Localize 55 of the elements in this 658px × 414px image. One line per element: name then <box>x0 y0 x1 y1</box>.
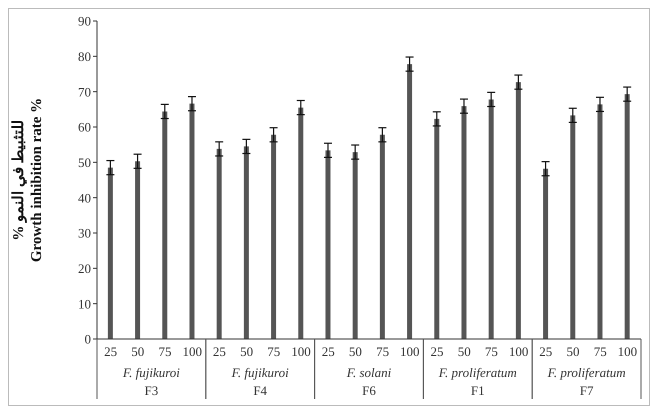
x-tick-label: 25 <box>539 344 552 360</box>
bar <box>624 94 630 339</box>
y-tick-label: 20 <box>78 260 91 276</box>
x-tick-label: 50 <box>458 344 471 360</box>
text: F. fujikuroi F4 <box>230 365 290 398</box>
y-tick-label: 60 <box>78 120 91 135</box>
bar <box>162 111 168 339</box>
y-tick-label: 30 <box>78 226 91 241</box>
text: F. solani F6 <box>346 365 392 398</box>
bar <box>434 118 440 339</box>
bar <box>216 148 222 339</box>
bar <box>488 99 494 339</box>
x-tick-label: 75 <box>484 344 498 360</box>
x-tick-label: 50 <box>566 344 580 360</box>
bar <box>570 115 576 339</box>
x-tick-label: 100 <box>182 344 202 360</box>
x-tick-label: 100 <box>400 344 420 360</box>
bar <box>325 150 330 339</box>
x-tick-label: 25 <box>430 344 444 360</box>
x-tick-label: 50 <box>131 344 144 360</box>
bar <box>189 104 194 339</box>
x-tick-label: 100 <box>618 344 638 360</box>
bar <box>461 106 466 339</box>
y-tick-label: 90 <box>78 14 91 29</box>
y-tick-label: 80 <box>78 48 91 64</box>
bar <box>380 134 385 339</box>
x-tick-label: 25 <box>104 344 118 360</box>
bar <box>516 82 521 339</box>
x-tick-label: 75 <box>158 344 172 360</box>
bar <box>597 104 602 339</box>
bar <box>298 108 304 339</box>
bar <box>108 168 113 339</box>
bar <box>543 168 548 339</box>
y-tick-label: 10 <box>78 296 91 312</box>
text: F. proliferatum F7 <box>546 365 626 398</box>
x-tick-label: 100 <box>508 344 528 360</box>
x-tick-label: 75 <box>267 344 280 360</box>
bar <box>352 152 358 339</box>
x-tick-label: 25 <box>212 344 226 360</box>
bar <box>244 146 249 339</box>
text: F. proliferatum F1 <box>438 365 517 398</box>
x-tick-label: 75 <box>376 344 390 360</box>
y-tick-label: 0 <box>84 332 91 347</box>
bar <box>271 134 276 339</box>
bar <box>407 64 412 339</box>
bar <box>135 161 140 339</box>
y-tick-label: 50 <box>78 154 91 170</box>
x-tick-label: 25 <box>322 344 335 360</box>
text: F. fujikuroi F3 <box>122 365 180 398</box>
x-tick-label: 50 <box>240 344 254 360</box>
x-tick-label: 75 <box>594 344 607 360</box>
y-tick-label: 70 <box>78 84 91 100</box>
x-tick-label: 50 <box>348 344 362 360</box>
x-tick-label: 100 <box>291 344 311 360</box>
y-tick-label: 40 <box>78 190 91 206</box>
